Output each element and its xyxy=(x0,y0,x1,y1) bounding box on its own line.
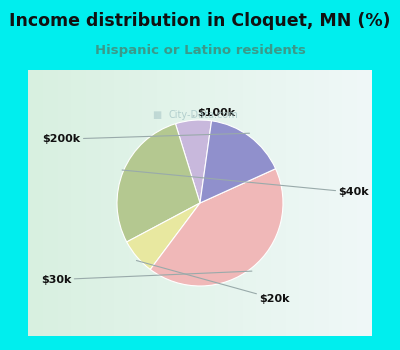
Text: $200k: $200k xyxy=(43,133,250,144)
Text: City-Data.com: City-Data.com xyxy=(168,110,238,120)
Wedge shape xyxy=(176,120,212,203)
Wedge shape xyxy=(150,169,283,286)
Text: $30k: $30k xyxy=(41,271,252,285)
Text: Income distribution in Cloquet, MN (%): Income distribution in Cloquet, MN (%) xyxy=(9,12,391,30)
Wedge shape xyxy=(200,121,276,203)
Wedge shape xyxy=(127,203,200,270)
Text: ■: ■ xyxy=(152,110,161,120)
Wedge shape xyxy=(117,124,200,242)
Text: $40k: $40k xyxy=(122,170,369,197)
Text: $20k: $20k xyxy=(136,260,290,304)
Text: $100k: $100k xyxy=(193,107,235,118)
Text: Hispanic or Latino residents: Hispanic or Latino residents xyxy=(94,44,306,57)
